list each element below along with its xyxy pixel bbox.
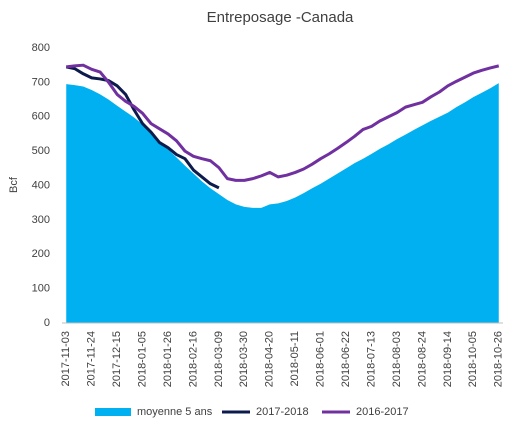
legend-label: moyenne 5 ans — [137, 406, 213, 418]
x-tick-label: 2018-10-05 — [467, 331, 479, 387]
y-tick-label: 800 — [32, 42, 50, 54]
x-tick-label: 2018-01-26 — [162, 331, 174, 387]
x-tick-label: 2018-07-13 — [365, 331, 377, 387]
x-tick-label: 2018-03-09 — [213, 331, 225, 387]
x-tick-label: 2018-05-11 — [289, 331, 301, 386]
y-tick-label: 0 — [44, 317, 50, 329]
x-tick-label: 2018-06-01 — [315, 331, 327, 387]
chart-title: Entreposage -Canada — [207, 9, 354, 26]
x-tick-label: 2017-11-24 — [86, 331, 98, 386]
legend-swatch — [95, 408, 131, 416]
x-tick-label: 2018-03-30 — [238, 331, 250, 387]
y-tick-label: 400 — [32, 179, 50, 191]
line — [65, 65, 220, 190]
y-tick-label: 700 — [32, 76, 50, 88]
y-tick-label: 600 — [32, 111, 50, 123]
legend-label: 2016-2017 — [356, 406, 409, 418]
y-tick-label: 100 — [32, 283, 50, 295]
x-tick-label: 2018-01-05 — [136, 331, 148, 387]
x-tick-label: 2018-06-22 — [340, 331, 352, 387]
legend-label: 2017-2018 — [256, 406, 309, 418]
x-tick-label: 2018-02-16 — [187, 331, 199, 387]
y-tick-label: 200 — [32, 248, 50, 260]
x-tick-label: 2018-04-20 — [264, 331, 276, 387]
y-tick-label: 500 — [32, 145, 50, 157]
x-tick-label: 2018-08-24 — [416, 331, 428, 387]
y-axis-label: Bcf — [8, 176, 20, 193]
area — [66, 83, 499, 323]
x-tick-label: 2017-11-03 — [60, 331, 72, 386]
x-tick-label: 2018-10-26 — [493, 331, 505, 387]
x-tick-label: 2017-12-15 — [111, 331, 123, 387]
x-tick-label: 2018-09-14 — [442, 331, 454, 387]
line — [66, 63, 500, 182]
y-tick-label: 300 — [32, 214, 50, 226]
x-tick-label: 2018-08-03 — [391, 331, 403, 387]
